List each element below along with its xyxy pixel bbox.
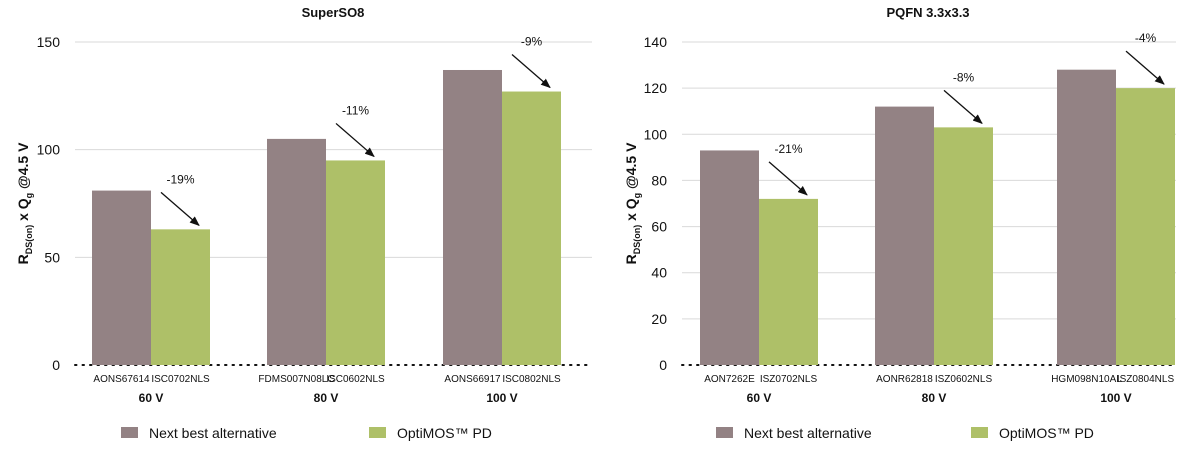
y-tick-label: 100: [644, 126, 668, 142]
y-axis-label-subscript: g: [632, 193, 642, 199]
change-arrow: [335, 122, 375, 158]
y-tick-label: 20: [651, 311, 667, 327]
y-axis-label-subscript: DS(on): [632, 225, 642, 255]
part-label-optimos: ISZ0702NLS: [760, 374, 818, 385]
y-axis-label-part: x Q: [623, 198, 639, 225]
part-label-optimos: ISC0702NLS: [151, 374, 210, 385]
part-label-optimos: ISZ0804NLS: [1117, 374, 1175, 385]
voltage-group-label: 80 V: [922, 391, 947, 405]
y-tick-label: 0: [659, 357, 667, 373]
y-tick-label: 140: [644, 34, 668, 50]
change-annotation: -11%: [342, 103, 369, 117]
chart-title: PQFN 3.3x3.3: [886, 5, 969, 20]
part-label-optimos: ISZ0602NLS: [935, 374, 993, 385]
bar-optimos-pd: [502, 91, 561, 365]
y-axis-label-subscript: DS(on): [24, 225, 34, 255]
y-axis-label-part: @4.5 V: [623, 142, 639, 193]
legend-swatch-alternative: [121, 427, 138, 438]
legend-swatch-optimos: [369, 427, 386, 438]
bar-optimos-pd: [934, 127, 993, 365]
change-arrow: [768, 161, 808, 196]
y-axis-label-part: x Q: [15, 198, 31, 225]
voltage-group-label: 80 V: [314, 391, 339, 405]
voltage-group-label: 100 V: [486, 391, 517, 405]
y-tick-label: 120: [644, 80, 668, 96]
y-tick-label: 150: [37, 34, 61, 50]
change-arrow: [160, 191, 200, 226]
legend-swatch-alternative: [716, 427, 733, 438]
change-annotation: -8%: [953, 70, 975, 84]
bar-next-best-alternative: [267, 138, 326, 365]
part-label-alternative: HGM098N10AL: [1051, 374, 1122, 385]
change-annotation: -9%: [521, 35, 543, 49]
bar-next-best-alternative: [875, 106, 934, 365]
part-label-alternative: AONR62818: [876, 374, 933, 385]
y-axis-label-part: @4.5 V: [15, 142, 31, 193]
chart-panel-1: SuperSO8 0 50 100 150 RDS(on) x Qg @4.5 V AONS…: [15, 5, 593, 441]
change-annotation: -4%: [1135, 31, 1157, 45]
y-axis-label: RDS(on) x Qg @4.5 V: [15, 142, 34, 264]
change-arrow: [511, 54, 551, 89]
change-annotation: -21%: [774, 142, 802, 156]
y-axis-label-part: R: [623, 254, 639, 264]
y-tick-label: 0: [52, 357, 60, 373]
bar-next-best-alternative: [1057, 69, 1116, 365]
bar-optimos-pd: [151, 229, 210, 365]
bar-optimos-pd: [326, 160, 385, 365]
bar-optimos-pd: [1116, 88, 1175, 366]
voltage-group-label: 60 V: [139, 391, 164, 405]
part-label-alternative: AONS67614: [93, 374, 150, 385]
part-label-alternative: AON7262E: [704, 374, 755, 385]
y-tick-label: 40: [651, 265, 667, 281]
part-label-optimos: ISC0802NLS: [502, 374, 561, 385]
bar-next-best-alternative: [700, 150, 759, 365]
change-annotation: -19%: [166, 172, 194, 186]
part-label-alternative: FDMS007N08LC: [258, 374, 334, 385]
chart-panel-2: PQFN 3.3x3.3 0 20 40 60 80 100 120 140 RDS(on) x …: [623, 5, 1177, 441]
part-label-alternative: AONS66917: [444, 374, 501, 385]
y-tick-label: 50: [44, 249, 60, 265]
legend-label-optimos: OptiMOS™ PD: [397, 425, 492, 441]
voltage-group-label: 100 V: [1100, 391, 1131, 405]
y-tick-label: 80: [651, 172, 667, 188]
change-arrow: [1125, 50, 1165, 85]
bar-next-best-alternative: [443, 69, 502, 365]
chart-title: SuperSO8: [302, 5, 365, 20]
bar-optimos-pd: [759, 198, 818, 365]
part-label-optimos: ISC0602NLS: [326, 374, 385, 385]
y-axis-label: RDS(on) x Qg @4.5 V: [623, 142, 642, 264]
legend-label-alternative: Next best alternative: [744, 425, 872, 441]
y-tick-label: 60: [651, 219, 667, 235]
change-arrow: [943, 89, 983, 125]
y-tick-label: 100: [37, 142, 61, 158]
legend-label-optimos: OptiMOS™ PD: [999, 425, 1094, 441]
bar-next-best-alternative: [92, 190, 151, 365]
legend-label-alternative: Next best alternative: [149, 425, 277, 441]
legend-swatch-optimos: [971, 427, 988, 438]
y-axis-label-subscript: g: [24, 193, 34, 199]
y-axis-label-part: R: [15, 254, 31, 264]
voltage-group-label: 60 V: [747, 391, 772, 405]
